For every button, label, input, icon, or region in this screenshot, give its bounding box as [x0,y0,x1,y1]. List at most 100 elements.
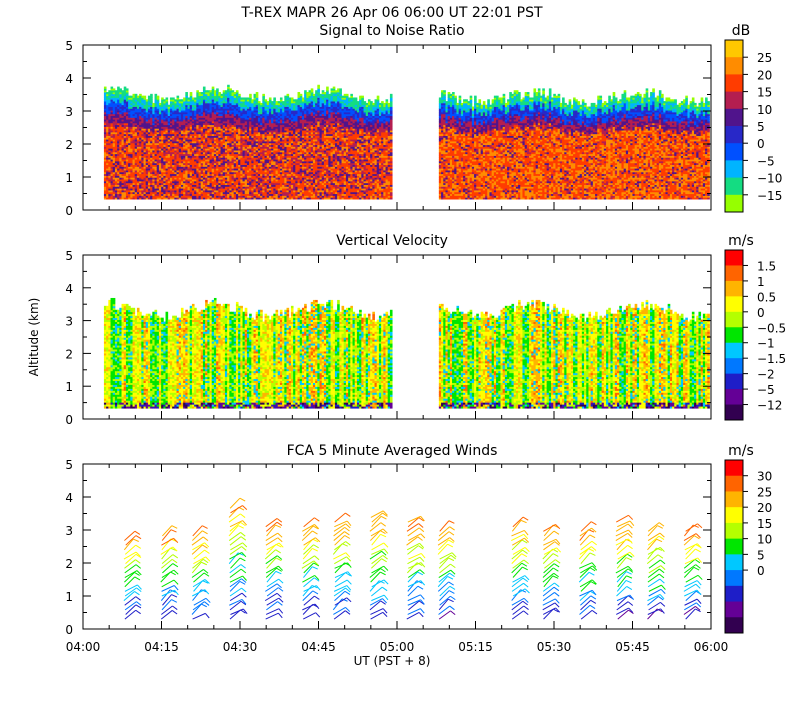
heatmap-cell [110,191,114,195]
heatmap-cell [202,153,206,156]
heatmap-cell [183,166,186,169]
heatmap-cell [172,111,175,115]
heatmap-cell [205,168,208,171]
heatmap-cell [185,150,188,153]
heatmap-cell [169,180,173,184]
heatmap-cell [123,139,127,142]
heatmap-cell [207,108,210,111]
heatmap-cell [103,95,107,98]
heatmap-cell [176,186,180,189]
heatmap-cell [180,104,184,107]
heatmap-cell [176,117,180,120]
heatmap-cell [123,101,127,104]
heatmap-cell [158,126,162,129]
heatmap-cell [132,190,136,193]
heatmap-cell [110,150,114,153]
heatmap-cell [158,184,162,187]
heatmap-cell [112,101,116,104]
heatmap-cell [117,130,120,133]
heatmap-cell [207,157,210,160]
heatmap-cell [110,159,114,162]
heatmap-cell [136,142,140,146]
heatmap-cell [178,186,182,189]
heatmap-cell [174,137,177,140]
heatmap-cell [114,142,118,146]
heatmap-cell [167,166,171,169]
heatmap-cell [110,175,114,178]
heatmap-cell [202,159,206,162]
heatmap-cell [165,135,169,138]
heatmap-cell [103,155,107,158]
heatmap-cell [205,121,208,124]
heatmap-cell [139,144,142,147]
heatmap-cell [194,122,197,126]
heatmap-cell [152,122,155,126]
heatmap-cell [128,188,131,191]
heatmap-cell [117,155,120,158]
heatmap-cell [139,184,142,187]
heatmap-cell [119,170,122,173]
heatmap-cell [183,144,186,147]
heatmap-cell [161,97,164,100]
heatmap-cell [147,162,151,166]
heatmap-cell [112,104,116,107]
heatmap-cell [216,95,219,98]
heatmap-cell [200,128,204,131]
heatmap-cell [117,137,120,140]
heatmap-cell [213,135,217,138]
heatmap-cell [176,190,180,193]
heatmap-cell [202,104,206,107]
heatmap-cell [152,171,155,175]
heatmap-cell [205,162,208,166]
heatmap-cell [198,188,202,191]
heatmap-cell [213,101,217,104]
heatmap-cell [211,155,215,158]
heatmap-cell [213,153,217,156]
heatmap-cell [161,191,164,195]
heatmap-cell [130,190,133,193]
heatmap-cell [169,186,173,189]
heatmap-cell [200,106,204,109]
heatmap-cell [191,193,195,196]
heatmap-cell [154,197,158,200]
heatmap-cell [132,197,136,200]
heatmap-cell [134,168,138,171]
heatmap-cell [147,153,151,156]
heatmap-cell [147,119,151,122]
heatmap-cell [150,133,153,136]
heatmap-cell [128,131,131,135]
heatmap-cell [134,171,138,175]
heatmap-cell [121,175,125,178]
heatmap-cell [123,182,127,185]
heatmap-cell [185,111,188,115]
heatmap-cell [218,171,221,175]
heatmap-cell [216,128,219,131]
heatmap-cell [158,142,162,146]
heatmap-cell [114,131,118,135]
heatmap-cell [123,86,127,89]
heatmap-cell [178,139,182,142]
heatmap-cell [255,92,259,95]
heatmap-cell [194,99,197,102]
heatmap-cell [106,175,109,178]
heatmap-cell [150,151,153,155]
heatmap-cell [207,164,210,167]
heatmap-cell [218,153,221,156]
heatmap-cell [108,135,111,138]
heatmap-cell [185,106,188,109]
heatmap-cell [187,124,191,127]
heatmap-cell [163,191,166,195]
heatmap-cell [169,128,173,131]
heatmap-cell [196,175,199,178]
heatmap-cell [136,119,140,122]
heatmap-cell [200,101,204,104]
heatmap-cell [165,160,169,164]
heatmap-cell [150,121,153,124]
heatmap-cell [198,117,202,120]
heatmap-cell [183,191,186,195]
heatmap-cell [163,166,166,169]
heatmap-cell [207,139,210,142]
heatmap-cell [119,137,122,140]
heatmap-cell [117,97,120,100]
heatmap-cell [141,113,144,117]
